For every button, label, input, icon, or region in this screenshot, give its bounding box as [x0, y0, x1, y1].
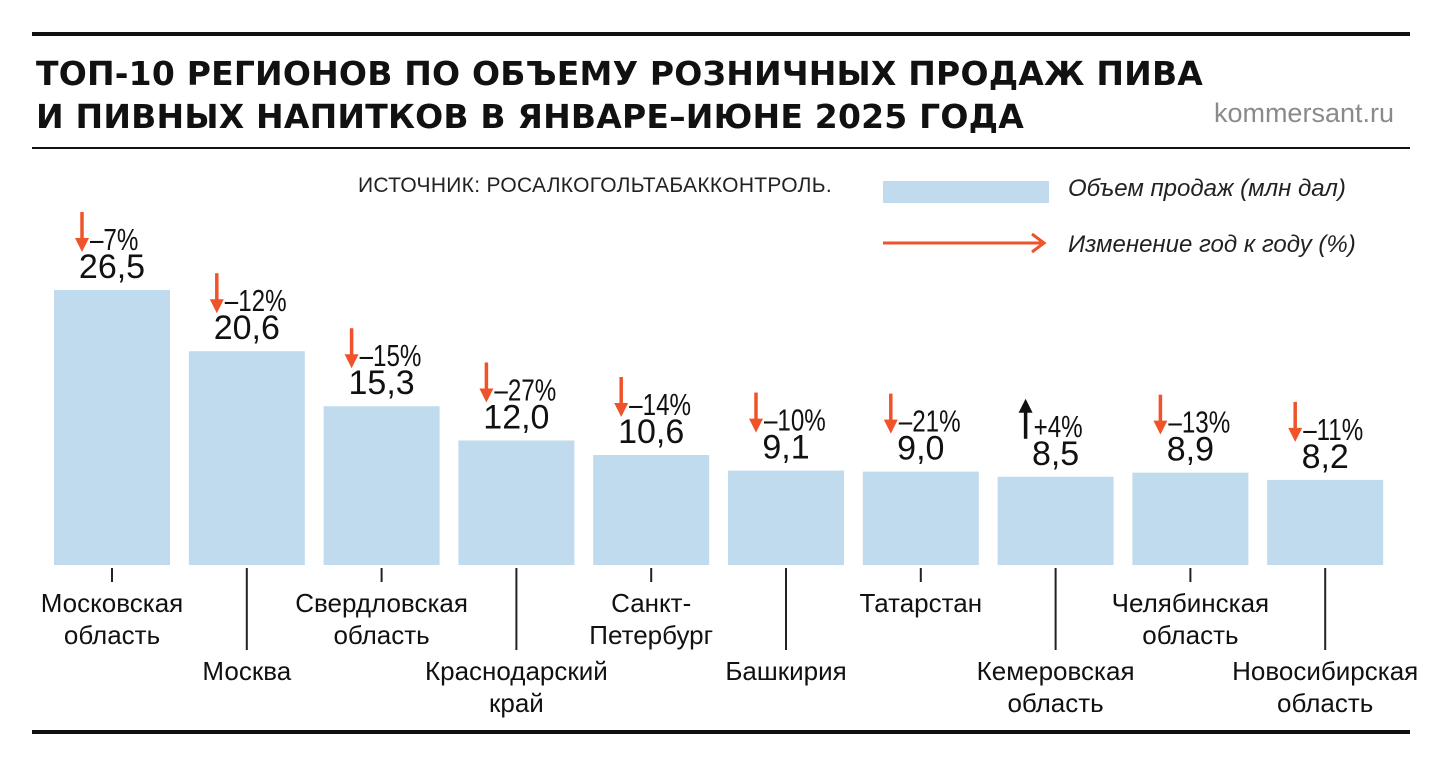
category-label: Татарстан: [860, 588, 983, 618]
arrow-head: [1018, 398, 1033, 413]
brand-link: kommersant.ru: [1213, 98, 1394, 128]
arrow-head: [75, 238, 89, 252]
change-label: +4%: [1034, 409, 1083, 444]
bar-value-label: 15,3: [349, 364, 415, 402]
down-arrow-icon: [209, 273, 224, 314]
category-label: Москва: [202, 656, 291, 686]
header-rule: [32, 147, 1410, 149]
bar: [593, 455, 710, 565]
category-label: Краснодарский: [425, 656, 608, 686]
down-arrow-icon: [1153, 394, 1168, 435]
bar-value-label: 20,6: [214, 309, 280, 347]
change-label: –15%: [360, 338, 422, 373]
down-arrow-icon: [614, 377, 629, 417]
arrow-head: [344, 354, 359, 369]
legend-change-label: Изменение год к году (%): [1068, 231, 1356, 258]
category-label: Башкирия: [725, 656, 846, 686]
category-label: край: [489, 688, 544, 718]
arrow-head: [749, 418, 763, 433]
category-label: Санкт-: [611, 588, 691, 618]
title-line-1: ТОП-10 РЕГИОНОВ ПО ОБЪЕМУ РОЗНИЧНЫХ ПРОД…: [36, 54, 1204, 93]
arrow-head: [209, 299, 224, 314]
category-label: область: [1277, 688, 1373, 718]
change-label: –14%: [629, 387, 691, 422]
arrow-head: [479, 388, 494, 403]
arrow-head: [883, 419, 898, 434]
change-label: –11%: [1303, 412, 1363, 447]
bar: [323, 406, 440, 565]
change-label: –21%: [899, 404, 961, 439]
legend-volume-label: Объем продаж (млн дал): [1068, 175, 1346, 202]
chart-title: ТОП-10 РЕГИОНОВ ПО ОБЪЕМУ РОЗНИЧНЫХ ПРОД…: [36, 52, 1203, 138]
down-arrow-icon: [75, 212, 89, 252]
legend-bar-rect: [883, 181, 1049, 203]
legend-arrow-head: [1031, 232, 1047, 254]
category-label: Свердловская: [295, 588, 468, 618]
change-label: –12%: [225, 283, 287, 318]
down-arrow-icon: [1288, 401, 1303, 442]
bar: [1132, 472, 1249, 565]
change-label: –7%: [90, 222, 138, 257]
arrow-head: [1288, 427, 1303, 442]
bar: [728, 470, 844, 565]
category-label: область: [1142, 620, 1238, 650]
category-label: область: [1007, 688, 1103, 718]
down-arrow-icon: [883, 393, 898, 434]
category-label: Челябинская: [1112, 588, 1269, 618]
top-rule: [32, 32, 1410, 36]
bar-value-label: 26,5: [79, 248, 145, 286]
bar-value-label: 8,2: [1302, 438, 1349, 476]
down-arrow-icon: [749, 392, 763, 433]
bar: [997, 476, 1114, 565]
category-label: Кемеровская: [977, 656, 1135, 686]
down-arrow-icon: [479, 362, 494, 403]
category-label: Московская: [41, 588, 184, 618]
bar: [862, 471, 979, 565]
legend-arrow-icon: [883, 232, 1047, 254]
bar-value-label: 9,0: [897, 430, 944, 468]
arrow-head: [614, 403, 629, 417]
category-label: Новосибирская: [1232, 656, 1418, 686]
bar-value-label: 8,5: [1032, 435, 1079, 473]
up-arrow-icon: [1018, 398, 1033, 439]
change-label: –10%: [764, 403, 826, 438]
bar-value-label: 12,0: [483, 398, 549, 436]
change-label: –13%: [1168, 405, 1230, 440]
bar: [188, 351, 305, 565]
legend-bar-swatch: [883, 181, 1049, 203]
bar-value-label: 8,9: [1167, 431, 1214, 469]
arrow-head: [1153, 420, 1168, 435]
category-label: область: [64, 620, 160, 650]
title-line-2: И ПИВНЫХ НАПИТКОВ В ЯНВАРЕ–ИЮНЕ 2025 ГОД…: [36, 97, 1024, 136]
source-note: ИСТОЧНИК: РОСАЛКОГОЛЬТАБАККОНТРОЛЬ.: [358, 174, 832, 197]
change-label: –27%: [494, 373, 556, 408]
bottom-rule: [32, 730, 1410, 734]
bar: [458, 440, 575, 565]
category-label: область: [333, 620, 429, 650]
bar-value-label: 10,6: [618, 413, 684, 451]
bar-value-label: 9,1: [762, 429, 809, 467]
bar: [1267, 479, 1384, 565]
down-arrow-icon: [344, 328, 359, 369]
category-label: Петербург: [589, 620, 713, 650]
bar: [54, 290, 170, 565]
